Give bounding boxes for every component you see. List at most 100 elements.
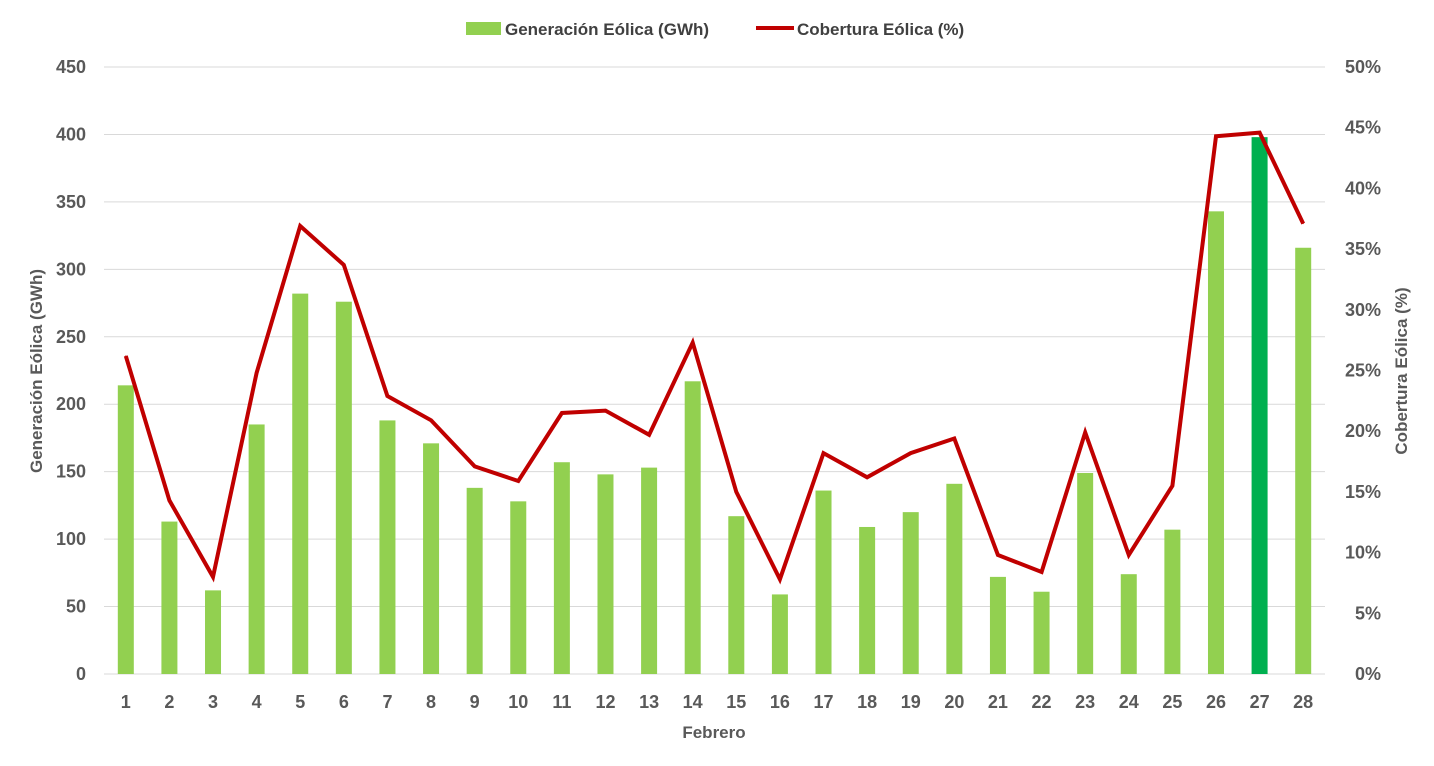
bar-day-17: [815, 490, 832, 674]
left-tick-label: 200: [56, 394, 86, 414]
bar-day-25: [1164, 529, 1181, 674]
left-tick-label: 300: [56, 259, 86, 279]
x-tick-label: 9: [470, 692, 480, 712]
legend: Generación Eólica (GWh) Cobertura Eólica…: [466, 20, 964, 39]
left-tick-label: 0: [76, 664, 86, 684]
line-point-day-16: [779, 578, 781, 580]
legend-bar-label: Generación Eólica (GWh): [505, 20, 709, 39]
line-point-day-27: [1259, 132, 1261, 134]
bar-day-27: [1251, 137, 1268, 675]
right-tick-label: 15%: [1345, 482, 1381, 502]
bar-day-20: [946, 483, 963, 674]
x-tick-label: 13: [639, 692, 659, 712]
x-tick-label: 2: [164, 692, 174, 712]
line-point-day-6: [343, 264, 345, 266]
line-series-cobertura: [123, 130, 1306, 585]
line-point-day-11: [561, 412, 563, 414]
x-tick-label: 25: [1162, 692, 1182, 712]
line-point-day-19: [910, 452, 912, 454]
right-axis-ticks: 0% 5% 10% 15% 20% 25% 30% 35% 40% 45% 50%: [1345, 57, 1381, 684]
left-tick-label: 50: [66, 597, 86, 617]
line-point-day-24: [1128, 554, 1130, 556]
x-axis-ticks: 1 2 3 4 5 6 7 8 9 10 11 12 13 14 15 16 17 18 19 20 21 22 23 24 2…: [121, 692, 1313, 712]
line-point-day-14: [692, 342, 694, 344]
x-tick-label: 20: [944, 692, 964, 712]
bar-day-12: [597, 474, 614, 674]
right-tick-label: 40%: [1345, 178, 1381, 198]
x-tick-label: 26: [1206, 692, 1226, 712]
bar-day-28: [1295, 247, 1312, 675]
left-tick-label: 100: [56, 529, 86, 549]
left-axis-title: Generación Eólica (GWh): [27, 269, 46, 473]
right-tick-label: 35%: [1345, 239, 1381, 259]
line-point-day-17: [823, 452, 825, 454]
right-tick-label: 10%: [1345, 543, 1381, 563]
x-tick-label: 21: [988, 692, 1008, 712]
x-tick-label: 19: [901, 692, 921, 712]
x-tick-label: 8: [426, 692, 436, 712]
x-tick-label: 5: [295, 692, 305, 712]
bar-day-26: [1207, 211, 1224, 674]
x-tick-label: 23: [1075, 692, 1095, 712]
bar-day-13: [641, 467, 658, 674]
bar-day-3: [205, 590, 222, 674]
line-point-day-26: [1215, 135, 1217, 137]
x-tick-label: 11: [552, 692, 571, 712]
cobertura-line: [123, 130, 1306, 585]
line-point-day-20: [953, 437, 955, 439]
x-tick-label: 3: [208, 692, 218, 712]
x-tick-label: 28: [1293, 692, 1313, 712]
line-point-day-13: [648, 434, 650, 436]
x-tick-label: 7: [382, 692, 392, 712]
right-tick-label: 45%: [1345, 118, 1381, 138]
line-point-day-12: [604, 410, 606, 412]
left-tick-label: 350: [56, 192, 86, 212]
bar-day-11: [553, 462, 570, 674]
line-point-day-7: [386, 395, 388, 397]
bar-series-generacion: [117, 137, 1312, 675]
bar-day-2: [161, 521, 178, 674]
bar-day-7: [379, 420, 396, 674]
left-tick-label: 250: [56, 327, 86, 347]
line-point-day-23: [1084, 431, 1086, 433]
x-tick-label: 1: [121, 692, 131, 712]
bar-day-23: [1077, 473, 1094, 674]
bar-day-4: [248, 424, 265, 674]
left-tick-label: 450: [56, 57, 86, 77]
line-point-day-25: [1171, 485, 1173, 487]
bar-day-19: [902, 512, 919, 674]
line-point-day-2: [168, 499, 170, 501]
left-tick-label: 400: [56, 124, 86, 144]
x-tick-label: 10: [508, 692, 528, 712]
right-axis-title: Cobertura Eólica (%): [1392, 287, 1411, 454]
x-tick-label: 22: [1032, 692, 1052, 712]
legend-line-label: Cobertura Eólica (%): [797, 20, 964, 39]
bar-day-6: [335, 301, 352, 674]
x-tick-label: 15: [726, 692, 746, 712]
legend-bar-swatch: [466, 22, 501, 35]
bar-day-5: [292, 293, 309, 674]
bar-day-8: [423, 443, 440, 674]
x-tick-label: 27: [1250, 692, 1270, 712]
x-tick-label: 17: [814, 692, 834, 712]
bar-day-15: [728, 516, 745, 674]
line-point-day-5: [299, 225, 301, 227]
bar-day-16: [771, 594, 788, 674]
x-tick-label: 6: [339, 692, 349, 712]
right-tick-label: 50%: [1345, 57, 1381, 77]
line-point-day-18: [866, 476, 868, 478]
line-point-day-9: [474, 465, 476, 467]
line-point-day-21: [997, 554, 999, 556]
bar-day-1: [117, 385, 134, 674]
bar-day-21: [989, 576, 1006, 674]
x-tick-label: 16: [770, 692, 790, 712]
line-point-day-4: [256, 372, 258, 374]
line-point-day-22: [1041, 571, 1043, 573]
x-tick-label: 18: [857, 692, 877, 712]
right-tick-label: 5%: [1355, 603, 1381, 623]
right-tick-label: 25%: [1345, 361, 1381, 381]
bar-day-9: [466, 487, 483, 674]
left-axis-ticks: 0 50 100 150 200 250 300 350 400 450: [56, 57, 86, 684]
bar-day-10: [510, 501, 527, 674]
